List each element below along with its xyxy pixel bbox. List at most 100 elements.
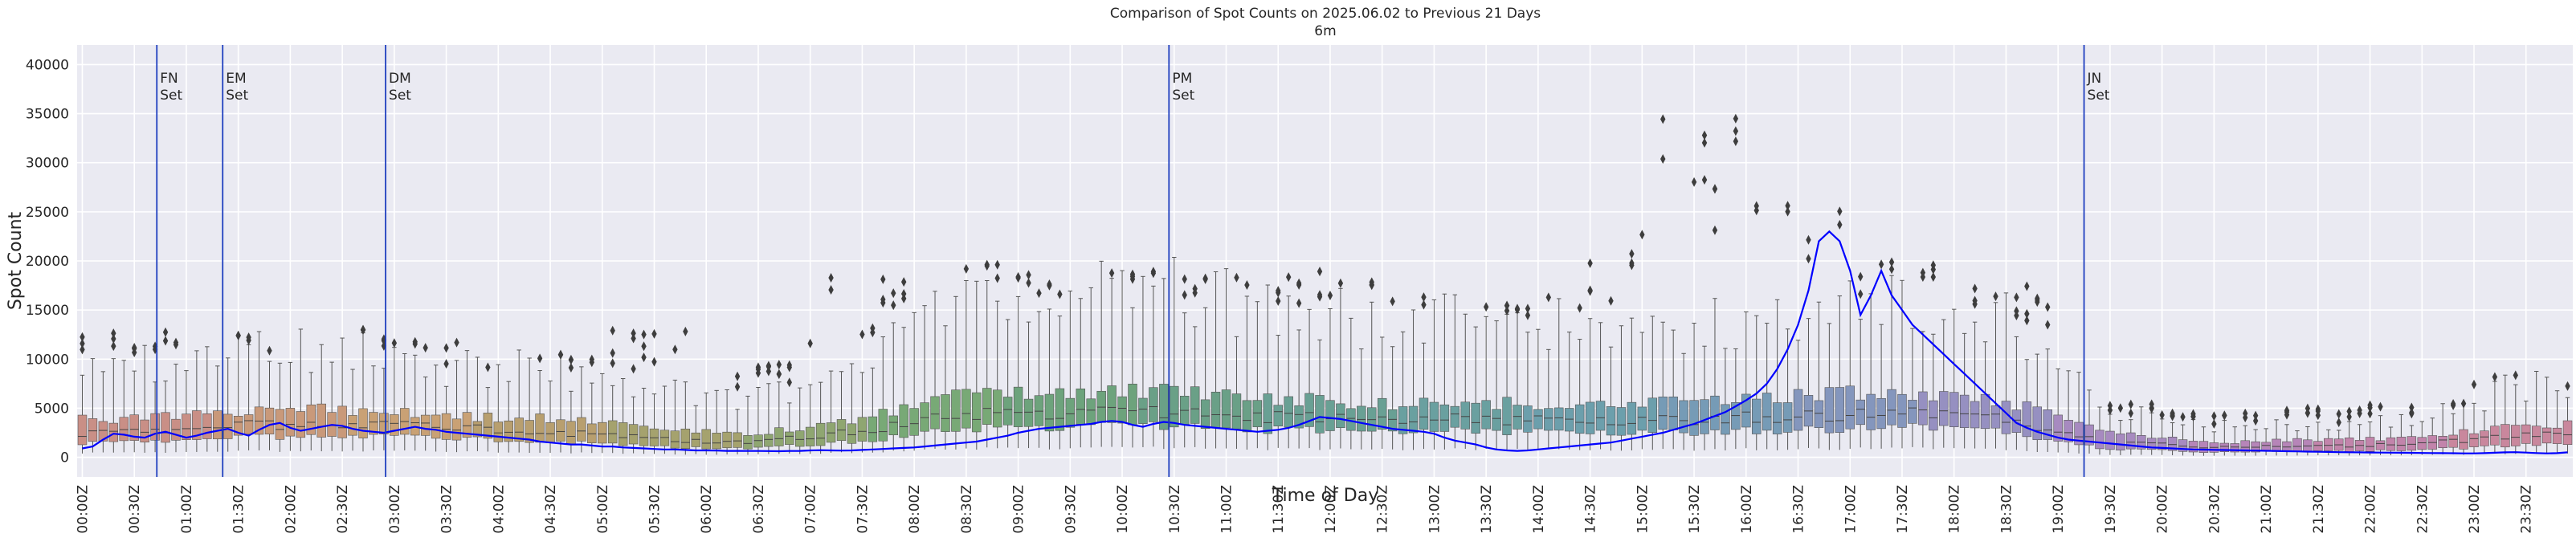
outlier-point	[1753, 201, 1759, 211]
box-body	[140, 419, 149, 443]
outlier-point	[80, 332, 85, 342]
box-body	[1138, 397, 1148, 424]
outlier-point	[765, 361, 772, 372]
box-plot	[1990, 302, 2001, 449]
box-body	[504, 420, 513, 442]
outlier-point	[1129, 269, 1136, 279]
x-tick-label: 14:00Z	[1531, 485, 1547, 534]
outlier-point	[1712, 225, 1718, 235]
box-plot	[514, 349, 524, 453]
x-tick-label: 07:30Z	[855, 485, 871, 534]
box-body	[1190, 386, 1200, 424]
event-marker-label: Set	[2088, 88, 2110, 104]
outlier-point	[360, 324, 366, 335]
outlier-point	[1660, 114, 1666, 124]
x-tick-label: 11:00Z	[1219, 485, 1235, 534]
box-body	[129, 414, 139, 441]
outlier-point	[1202, 273, 1208, 283]
outlier-point	[568, 363, 574, 373]
outlier-point	[1036, 288, 1042, 299]
outlier-point	[1629, 258, 1635, 268]
outlier-point	[1930, 272, 1937, 283]
box-plot	[2219, 420, 2230, 456]
box-plot	[1845, 280, 1855, 449]
outlier-point	[734, 381, 741, 392]
box-plot	[1294, 329, 1304, 449]
box-plot	[379, 368, 389, 450]
x-tick-label: 07:00Z	[803, 485, 819, 534]
box-plot	[2084, 389, 2094, 454]
box-body	[296, 411, 306, 438]
box-body	[577, 417, 586, 442]
box-body	[2230, 443, 2239, 453]
outlier-point	[891, 288, 896, 299]
box-plot	[129, 370, 139, 453]
box-body	[753, 434, 763, 448]
box-plot	[794, 387, 805, 454]
box-plot	[1377, 336, 1387, 450]
box-body	[1398, 406, 1408, 434]
event-marker-label: Set	[226, 88, 248, 104]
box-body	[951, 389, 961, 432]
event-marker-label: DM	[389, 71, 411, 87]
outlier-point	[1806, 234, 1811, 245]
outlier-point	[900, 277, 907, 287]
box-body	[2272, 438, 2281, 452]
box-plot	[1741, 311, 1751, 449]
box-body	[1273, 405, 1283, 427]
box-body	[2011, 409, 2022, 433]
box-plot	[493, 364, 504, 453]
box-body	[1460, 401, 1471, 430]
box-plot	[774, 381, 784, 454]
box-body	[1263, 393, 1273, 434]
box-body	[2313, 441, 2323, 451]
outlier-point	[1888, 264, 1895, 275]
outlier-point	[2211, 419, 2217, 430]
box-plot	[1782, 328, 1793, 450]
box-plot	[868, 367, 878, 453]
box-body	[1824, 387, 1835, 434]
outlier-point	[776, 360, 782, 370]
box-body	[451, 418, 462, 441]
box-body	[2157, 438, 2167, 450]
box-plot	[2198, 426, 2209, 456]
x-tick-label: 22:00Z	[2363, 485, 2379, 534]
outlier-point	[2252, 410, 2259, 421]
box-body	[1325, 400, 1335, 431]
box-body	[2324, 438, 2333, 451]
x-tick-label: 20:30Z	[2207, 485, 2223, 534]
outlier-point	[1837, 206, 1843, 217]
outlier-point	[1858, 289, 1864, 299]
outlier-point	[776, 369, 782, 380]
box-plot	[2396, 413, 2407, 456]
box-plot	[1679, 352, 1688, 450]
box-plot	[2272, 419, 2281, 456]
box-plot	[2167, 422, 2178, 456]
box-plot	[972, 280, 982, 450]
box-plot	[2521, 401, 2531, 454]
box-body	[857, 417, 868, 442]
box-body	[1855, 399, 1865, 426]
y-tick-label: 0	[60, 450, 69, 466]
box-body	[2126, 432, 2136, 450]
box-body	[2074, 422, 2084, 446]
x-tick-label: 16:30Z	[1791, 485, 1807, 534]
box-plot	[1221, 268, 1231, 449]
box-body	[390, 414, 399, 436]
outlier-point	[807, 338, 813, 348]
box-plot	[2230, 426, 2239, 456]
box-plot	[1242, 295, 1252, 450]
box-body	[1679, 400, 1688, 434]
outlier-point	[162, 327, 169, 337]
box-plot	[2157, 418, 2167, 455]
box-plot	[2240, 425, 2250, 456]
outlier-point	[2024, 316, 2030, 326]
outlier-point	[1057, 289, 1063, 299]
outlier-point	[880, 274, 886, 284]
box-plot	[243, 344, 254, 450]
outlier-point	[1317, 267, 1323, 277]
box-body	[1876, 397, 1886, 430]
event-marker-label: PM	[1172, 71, 1192, 87]
box-plot	[77, 374, 88, 454]
